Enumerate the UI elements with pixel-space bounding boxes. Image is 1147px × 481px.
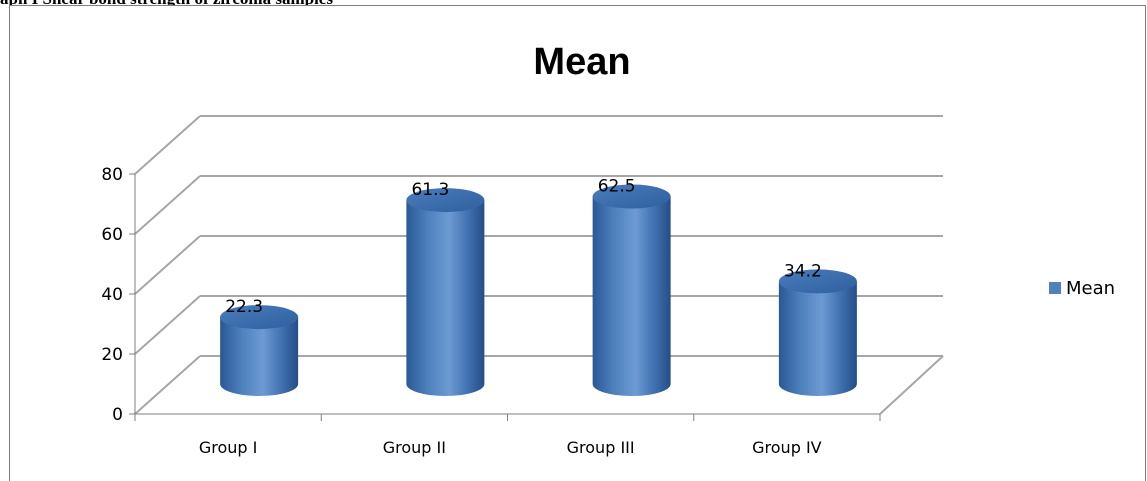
x-tick-label: Group I — [199, 438, 258, 457]
x-tick-label: Group II — [383, 438, 446, 457]
figure-caption: aph I Shear bond strength of zirconia sa… — [0, 0, 333, 10]
chart-frame — [9, 5, 1146, 481]
bar-4: 34.2 — [778, 261, 857, 396]
bar-body — [220, 317, 299, 396]
data-label: 61.3 — [411, 180, 449, 200]
bar-2: 61.3 — [406, 180, 485, 396]
y-tick-label: 20 — [101, 345, 123, 365]
legend-swatch — [1049, 282, 1061, 294]
chart-title: Mean — [533, 41, 630, 83]
y-tick-label: 60 — [101, 225, 123, 245]
data-label: 22.3 — [225, 297, 263, 317]
bar-cap — [406, 188, 485, 213]
side-gridline — [134, 295, 201, 355]
bar-cap — [592, 184, 671, 209]
side-gridline — [134, 115, 201, 175]
bar-cap — [220, 305, 299, 330]
bar-3: 62.5 — [592, 177, 671, 396]
side-gridline — [134, 235, 201, 295]
y-tick-label: 40 — [101, 285, 123, 305]
bar-cap — [778, 269, 857, 294]
bar-body — [778, 281, 857, 396]
data-label: 62.5 — [598, 177, 636, 197]
side-gridline — [134, 355, 201, 415]
bar-1: 22.3 — [220, 297, 299, 396]
bars: 22.3 61.3 62.5 34.2 — [220, 177, 857, 396]
y-axis-ticks: 0 20 40 60 80 — [101, 165, 123, 425]
legend: Mean — [1049, 278, 1115, 299]
axes — [129, 173, 944, 421]
floor-right-edge — [879, 355, 944, 415]
x-tick-label: Group III — [567, 438, 635, 457]
y-tick-label: 80 — [101, 165, 123, 185]
x-axis-labels: Group I Group II Group III Group IV — [199, 438, 822, 457]
side-gridline — [134, 175, 201, 235]
legend-entry-mean: Mean — [1066, 278, 1115, 299]
x-tick-label: Group IV — [752, 438, 822, 457]
y-tick-label: 0 — [112, 405, 123, 425]
bar-body — [406, 200, 485, 396]
bar-body — [592, 196, 671, 396]
data-label: 34.2 — [784, 261, 822, 281]
